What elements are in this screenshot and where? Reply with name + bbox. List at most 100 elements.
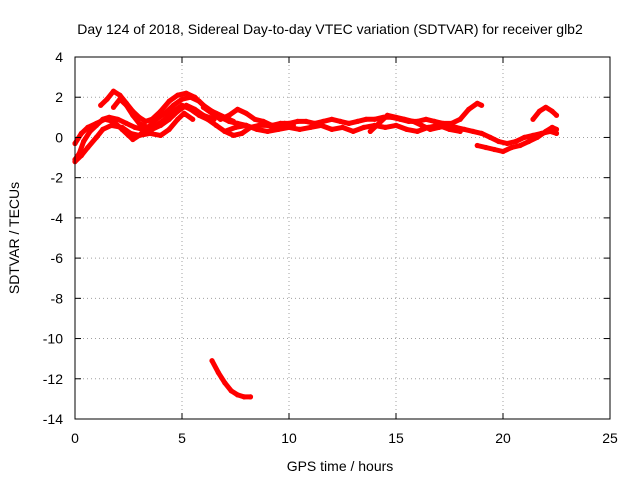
- series-line-trace-6: [200, 100, 485, 128]
- data-point: [346, 120, 352, 126]
- data-point: [382, 124, 388, 130]
- data-point: [213, 122, 219, 128]
- data-point: [123, 120, 129, 126]
- x-tick-label: 20: [495, 430, 511, 446]
- data-point: [85, 144, 91, 151]
- plot-frame: [74, 56, 611, 420]
- data-point: [85, 124, 91, 130]
- data-point: [256, 122, 262, 128]
- data-point: [181, 110, 187, 116]
- data-point: [100, 126, 106, 132]
- data-point: [461, 126, 468, 132]
- data-point: [188, 106, 194, 112]
- data-point: [474, 100, 480, 106]
- data-point: [179, 96, 185, 102]
- data-point: [81, 138, 87, 145]
- data-point: [166, 126, 172, 132]
- data-point: [93, 120, 99, 126]
- data-series: [72, 88, 560, 400]
- data-point: [363, 116, 369, 122]
- x-tick-label: 5: [178, 430, 186, 446]
- data-point: [183, 90, 189, 96]
- data-point: [320, 118, 326, 124]
- data-point: [162, 110, 168, 116]
- data-point: [402, 116, 408, 122]
- data-point: [119, 126, 125, 132]
- data-point: [136, 120, 142, 126]
- data-point: [158, 132, 164, 138]
- data-point: [241, 394, 247, 400]
- data-point: [235, 106, 241, 112]
- data-point: [307, 124, 313, 130]
- data-point: [393, 122, 399, 128]
- y-tick-label: 0: [55, 129, 63, 145]
- data-point: [130, 136, 136, 143]
- data-point: [453, 124, 459, 130]
- data-point: [504, 140, 510, 147]
- data-point: [78, 152, 84, 159]
- data-point: [354, 118, 361, 124]
- data-point: [110, 104, 117, 110]
- data-point: [230, 132, 236, 138]
- data-point: [125, 132, 132, 138]
- data-point: [209, 110, 215, 116]
- y-tick-label: -6: [51, 250, 64, 266]
- data-point: [367, 128, 373, 134]
- data-point: [222, 128, 228, 134]
- x-axis-label: GPS time / hours: [287, 458, 394, 474]
- data-point: [275, 126, 281, 132]
- y-tick-label: 4: [55, 49, 63, 65]
- y-tick-label: -2: [51, 170, 64, 186]
- data-point: [243, 122, 249, 128]
- data-point: [372, 116, 378, 122]
- data-point: [470, 128, 476, 134]
- data-point: [286, 120, 292, 126]
- data-point: [102, 116, 108, 122]
- y-tick-label: 2: [55, 89, 63, 105]
- data-point: [329, 116, 335, 122]
- data-point: [337, 118, 343, 124]
- data-point: [226, 118, 232, 124]
- data-point: [479, 102, 485, 108]
- data-point: [87, 128, 93, 134]
- data-point: [509, 144, 515, 151]
- data-point: [158, 108, 164, 114]
- data-point: [269, 122, 275, 128]
- data-point: [93, 134, 99, 140]
- data-point: [226, 112, 232, 118]
- data-point: [553, 126, 560, 132]
- data-point: [222, 380, 228, 386]
- x-tick-label: 0: [71, 430, 79, 446]
- data-point: [295, 118, 301, 124]
- data-point: [513, 138, 519, 145]
- data-point: [303, 118, 309, 124]
- data-point: [496, 138, 502, 145]
- data-point: [410, 118, 416, 124]
- data-point: [179, 102, 185, 108]
- data-point: [260, 118, 266, 124]
- chart-title: Day 124 of 2018, Sidereal Day-to-day VTE…: [77, 21, 583, 37]
- data-point: [444, 122, 450, 128]
- data-point: [277, 120, 283, 126]
- data-point: [104, 96, 110, 102]
- data-point: [534, 134, 540, 140]
- data-point: [149, 116, 155, 122]
- data-point: [175, 92, 181, 98]
- y-tick-label: -4: [51, 210, 64, 226]
- data-point: [487, 134, 493, 140]
- data-point: [147, 130, 153, 136]
- data-point: [286, 124, 292, 130]
- data-point: [130, 112, 136, 118]
- data-point: [414, 128, 420, 134]
- data-point: [436, 124, 442, 130]
- data-point: [232, 124, 239, 130]
- data-point: [153, 122, 159, 128]
- data-point: [252, 116, 258, 122]
- data-point: [526, 138, 532, 145]
- y-tick-label: -14: [43, 411, 63, 427]
- data-point: [110, 118, 117, 124]
- x-tick-label: 10: [281, 430, 297, 446]
- data-point: [457, 116, 463, 122]
- data-point: [350, 128, 356, 134]
